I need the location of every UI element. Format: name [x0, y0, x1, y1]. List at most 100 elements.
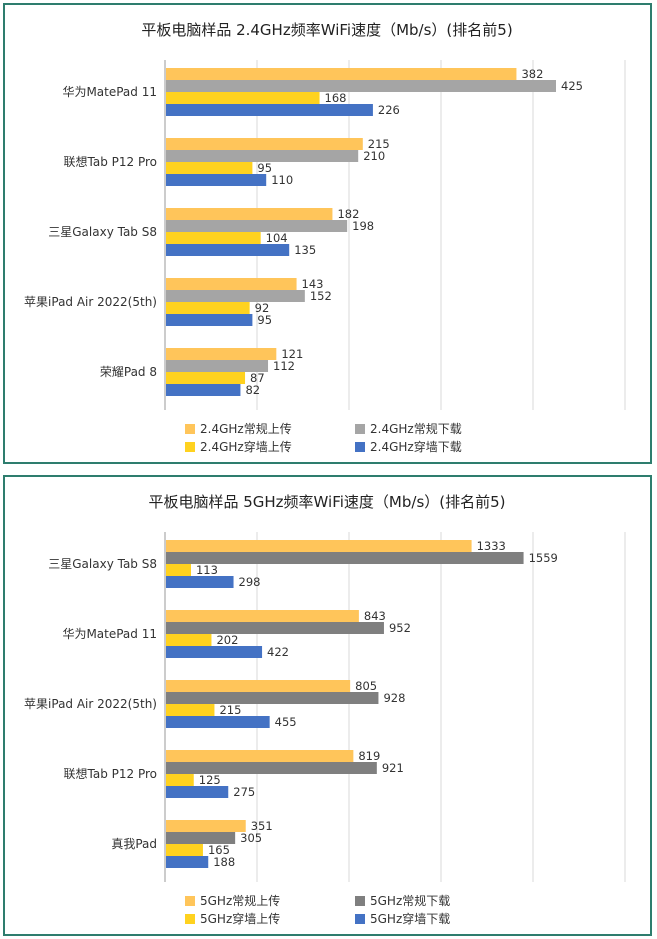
c2-data-label: 805	[355, 679, 377, 693]
c1-bar	[166, 162, 253, 174]
c2-legend-swatch	[355, 896, 365, 906]
c1-legend-label: 2.4GHz穿墙下载	[370, 439, 462, 454]
c2-bar	[166, 576, 234, 588]
c2-data-label: 165	[208, 843, 230, 857]
c2-bar	[166, 540, 472, 552]
c1-data-label: 121	[281, 347, 303, 361]
c2-data-label: 928	[383, 691, 405, 705]
c1-data-label: 143	[302, 277, 324, 291]
c1-legend-label: 2.4GHz常规下载	[370, 421, 462, 436]
c2-bar	[166, 634, 212, 646]
c2-legend-label: 5GHz常规下载	[370, 893, 450, 908]
chart-panel-2.4ghz: 平板电脑样品 2.4GHz频率WiFi速度（Mb/s）(排名前5) 华为MateP…	[3, 3, 652, 464]
c1-legend-swatch	[355, 442, 365, 452]
c2-bar	[166, 786, 229, 798]
c1-bar	[166, 278, 297, 290]
c2-legend-swatch	[185, 914, 195, 924]
c2-category-label: 真我Pad	[111, 837, 157, 851]
c2-data-label: 1333	[477, 539, 506, 553]
c2-legend-label: 5GHz常规上传	[200, 893, 280, 908]
c1-data-label: 226	[378, 103, 400, 117]
c1-legend-label: 2.4GHz常规上传	[200, 421, 292, 436]
c2-bar	[166, 610, 359, 622]
c1-bar	[166, 290, 305, 302]
c2-data-label: 215	[219, 703, 241, 717]
c2-bar	[166, 750, 354, 762]
c1-data-label: 182	[337, 207, 359, 221]
c1-bar	[166, 68, 517, 80]
c2-legend-swatch	[355, 914, 365, 924]
c1-data-label: 95	[257, 313, 272, 327]
c1-bar	[166, 80, 556, 92]
c1-bar	[166, 138, 363, 150]
c1-legend-label: 2.4GHz穿墙上传	[200, 439, 292, 454]
c2-data-label: 1559	[529, 551, 558, 565]
c1-bar	[166, 302, 250, 314]
chart-2.4ghz-svg: 平板电脑样品 2.4GHz频率WiFi速度（Mb/s）(排名前5) 华为MateP…	[24, 21, 626, 454]
c2-bar	[166, 844, 203, 856]
c2-data-label: 125	[199, 773, 221, 787]
c2-category-label: 三星Galaxy Tab S8	[48, 557, 157, 571]
c1-data-label: 135	[294, 243, 316, 257]
c1-data-label: 152	[310, 289, 332, 303]
c2-bar	[166, 704, 215, 716]
c2-data-label: 819	[358, 749, 380, 763]
c1-bar	[166, 348, 277, 360]
c2-bar	[166, 774, 194, 786]
c1-data-label: 82	[245, 383, 260, 397]
c2-data-label: 305	[240, 831, 262, 845]
c2-bar	[166, 716, 270, 728]
c1-bar	[166, 232, 261, 244]
c1-legend-swatch	[355, 424, 365, 434]
c1-bar	[166, 220, 348, 232]
c2-bar	[166, 552, 524, 564]
c2-legend-label: 5GHz穿墙上传	[200, 911, 280, 926]
c1-data-label: 168	[325, 91, 347, 105]
c1-data-label: 112	[273, 359, 295, 373]
c2-bar	[166, 692, 379, 704]
c1-bar	[166, 314, 253, 326]
chart-panel-5ghz: 平板电脑样品 5GHz频率WiFi速度（Mb/s）(排名前5) 三星Galaxy …	[3, 475, 652, 936]
c2-data-label: 952	[389, 621, 411, 635]
c2-data-label: 351	[251, 819, 273, 833]
c2-data-label: 275	[233, 785, 255, 799]
c2-data-label: 843	[364, 609, 386, 623]
c2-bar	[166, 856, 209, 868]
c1-category-label: 三星Galaxy Tab S8	[48, 225, 157, 239]
c2-category-label: 华为MatePad 11	[62, 627, 157, 641]
c1-legend-swatch	[185, 442, 195, 452]
c2-category-label: 联想Tab P12 Pro	[64, 766, 158, 781]
c2-bar	[166, 832, 236, 844]
c2-bar	[166, 622, 384, 634]
c1-data-label: 104	[266, 231, 288, 245]
c2-data-label: 921	[382, 761, 404, 775]
chart-5ghz-svg: 平板电脑样品 5GHz频率WiFi速度（Mb/s）(排名前5) 三星Galaxy …	[24, 493, 626, 926]
c1-category-label: 苹果iPad Air 2022(5th)	[24, 295, 157, 309]
c2-data-label: 113	[196, 563, 218, 577]
c2-bar	[166, 680, 351, 692]
c2-bar	[166, 646, 263, 658]
c2-bar	[166, 762, 377, 774]
c1-bar	[166, 208, 333, 220]
c1-data-label: 92	[255, 301, 270, 315]
c1-bar	[166, 360, 269, 372]
c2-bar	[166, 564, 191, 576]
c2-legend-label: 5GHz穿墙下载	[370, 911, 450, 926]
c1-bar	[166, 372, 246, 384]
c1-bar	[166, 244, 290, 256]
c2-data-label: 202	[216, 633, 238, 647]
c1-category-label: 荣耀Pad 8	[100, 365, 157, 379]
c1-bar	[166, 150, 359, 162]
c1-data-label: 198	[352, 219, 374, 233]
c1-data-label: 215	[368, 137, 390, 151]
c1-bar	[166, 174, 267, 186]
c1-data-label: 95	[257, 161, 272, 175]
c2-data-label: 422	[267, 645, 289, 659]
c1-legend-swatch	[185, 424, 195, 434]
c1-data-label: 87	[250, 371, 265, 385]
c2-data-label: 455	[275, 715, 297, 729]
c1-data-label: 425	[561, 79, 583, 93]
c1-bar	[166, 104, 373, 116]
c2-legend-swatch	[185, 896, 195, 906]
c1-data-label: 382	[521, 67, 543, 81]
